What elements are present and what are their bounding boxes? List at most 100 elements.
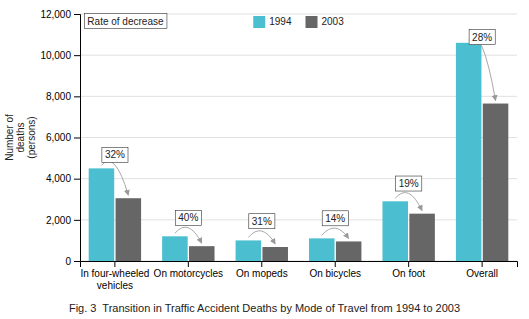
y-tick: 12,000: [40, 9, 80, 20]
decrease-rate-label-box: [249, 214, 275, 229]
bar-series: [116, 104, 509, 261]
legend-item: 2003: [306, 16, 345, 28]
decrease-rate-label-box: [469, 30, 495, 45]
bar: [336, 241, 362, 261]
y-tick-label: 2,000: [46, 215, 71, 226]
x-tick: On motorcycles: [154, 261, 223, 279]
y-tick-label: 10,000: [40, 50, 71, 61]
bar-series: [89, 43, 482, 261]
y-tick-mark: [74, 220, 80, 221]
decrease-rate-label-box: [175, 210, 201, 225]
x-tick-label-line: On motorcycles: [154, 268, 223, 279]
bar: [483, 104, 509, 261]
grid-line: [80, 219, 517, 220]
decrease-rate-label: 28%: [472, 32, 492, 43]
y-tick-label: 6,000: [46, 132, 71, 143]
decrease-rate-label: 14%: [325, 213, 345, 224]
y-tick-mark: [74, 261, 80, 262]
decrease-rate-label: 40%: [178, 212, 198, 223]
decrease-rate-label-group: 31%: [249, 214, 275, 229]
y-axis-line: [74, 15, 81, 262]
decrease-rate-label-group: 19%: [396, 176, 422, 191]
decrease-rate-label-group: 14%: [322, 211, 348, 226]
bar: [116, 198, 142, 261]
grid-line: [80, 55, 517, 56]
x-tick-label: On foot: [392, 268, 425, 279]
x-axis-line: [81, 262, 518, 268]
y-tick-label: 12,000: [40, 9, 71, 20]
x-tick-label-line: On foot: [392, 268, 425, 279]
decrease-rate-label-group: 40%: [175, 210, 201, 225]
decrease-rate-label-box: [102, 147, 128, 162]
x-tick: On bicycles: [309, 261, 361, 279]
y-tick-label: 0: [65, 256, 71, 267]
x-tick-label-line: In four-wheeled: [80, 268, 149, 279]
y-tick-mark: [74, 14, 80, 15]
decrease-rate-label: 19%: [399, 178, 419, 189]
bars: [89, 43, 509, 261]
x-tick-label-line: On bicycles: [309, 268, 361, 279]
bar: [236, 240, 262, 261]
x-tick-mark: [188, 261, 189, 267]
y-tick-mark: [74, 55, 80, 56]
x-tick-mark: [408, 261, 409, 267]
grid-line: [80, 178, 517, 179]
annotation-header-box: [84, 14, 167, 29]
decrease-arrow: [248, 231, 275, 244]
chart: 0 2,000 4,000 6,000 8,000 10,000 12,000 In four…: [0, 0, 529, 319]
x-tick-label-line: Overall: [466, 268, 498, 279]
decrease-arrow: [469, 37, 496, 100]
bar: [456, 43, 482, 261]
decrease-rate-label-box: [396, 176, 422, 191]
decrease-rate-label-group: 32%: [102, 147, 128, 162]
x-tick-mark: [335, 261, 336, 267]
bar: [89, 168, 115, 261]
y-tick: 10,000: [40, 50, 80, 61]
y-axis: 0 2,000 4,000 6,000 8,000 10,000 12,000: [40, 9, 80, 267]
bar: [309, 238, 335, 261]
x-tick-label-line: On mopeds: [236, 268, 288, 279]
bar: [189, 246, 215, 261]
x-tick-mark: [261, 261, 262, 267]
title: Fig. 3 Transition in Traffic Accident De…: [69, 302, 460, 314]
legend-label: 2003: [322, 16, 345, 27]
y-tick-label: 4,000: [46, 173, 71, 184]
bar: [382, 201, 408, 261]
legend-swatch: [306, 16, 318, 28]
annotation-header: Rate of decrease: [87, 16, 164, 27]
x-tick-mark: [482, 261, 483, 267]
x-tick-mark: [114, 261, 115, 267]
decrease-arrow: [175, 227, 202, 243]
annotation-header-group: Rate of decrease: [84, 14, 167, 29]
y-tick-mark: [74, 96, 80, 97]
grid-line: [80, 96, 517, 97]
legend-label: 1994: [269, 16, 292, 27]
x-tick: In four-wheeledvehicles: [80, 261, 149, 291]
y-tick: 0: [65, 256, 80, 267]
y-tick-mark: [74, 179, 80, 180]
decrease-rate-label: 31%: [252, 216, 272, 227]
y-axis-title: Number ofdeaths(persons): [4, 114, 37, 161]
y-tick-label: 8,000: [46, 91, 71, 102]
legend: 1994 2003: [253, 16, 344, 28]
annotations: Rate of decrease 32% 40% 31% 14% 19% 28%: [84, 14, 495, 244]
y-tick: 6,000: [46, 132, 80, 143]
x-tick-label-line: vehicles: [97, 280, 133, 291]
y-tick: 4,000: [46, 173, 80, 184]
x-tick-label: On motorcycles: [154, 268, 223, 279]
x-tick: On mopeds: [236, 261, 288, 279]
bar: [162, 236, 188, 261]
legend-swatch: [253, 16, 265, 28]
y-tick: 8,000: [46, 91, 80, 102]
y-tick-mark: [74, 138, 80, 139]
y-axis-title-line: deaths: [15, 122, 26, 152]
x-tick-label: Overall: [466, 268, 498, 279]
decrease-arrow: [395, 193, 422, 211]
x-tick-label: In four-wheeledvehicles: [80, 268, 149, 291]
y-tick: 2,000: [46, 215, 80, 226]
decrease-arrow: [322, 228, 349, 238]
x-tick: Overall: [466, 261, 498, 279]
decrease-rate-label-group: 28%: [469, 30, 495, 45]
legend-item: 1994: [253, 16, 292, 28]
decrease-rate-label-box: [322, 211, 348, 226]
